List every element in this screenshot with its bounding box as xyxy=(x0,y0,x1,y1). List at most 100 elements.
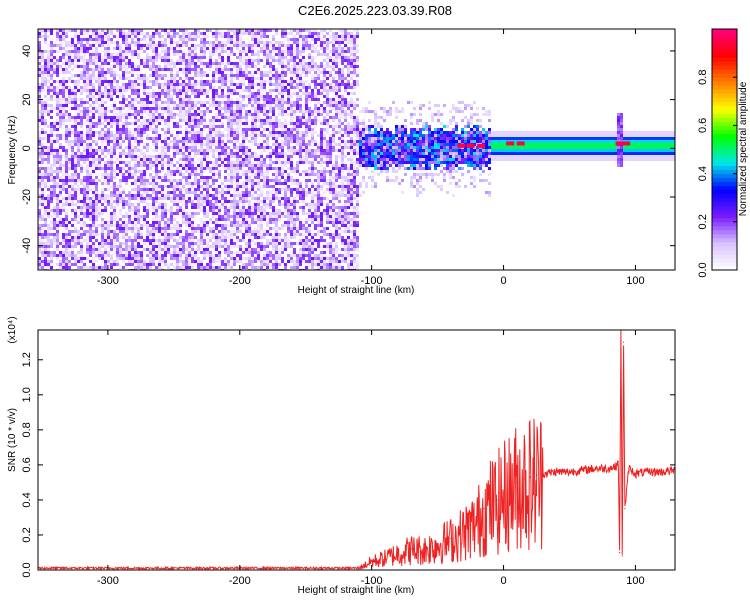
spectrogram-cell xyxy=(182,113,185,116)
spectrogram-cell xyxy=(47,194,50,197)
spectrogram-cell xyxy=(182,92,185,95)
spectrogram-cell xyxy=(221,80,224,83)
spectrogram-cell xyxy=(263,149,266,152)
spectrogram-cell xyxy=(194,236,197,239)
spectrogram-cell xyxy=(62,41,65,44)
spectrogram-cell xyxy=(239,194,242,197)
spectrogram-cell xyxy=(98,53,101,56)
spectrogram-cell xyxy=(266,233,269,236)
spectrogram-cell xyxy=(89,134,92,137)
spectrogram-cell xyxy=(194,56,197,59)
spectrogram-cell xyxy=(260,233,263,236)
spectrogram-cell xyxy=(98,134,101,137)
spectrogram-cell xyxy=(173,29,176,32)
spectrogram-cell xyxy=(92,122,95,125)
spectrogram-cell xyxy=(284,152,287,155)
spectrogram-cell xyxy=(104,161,107,164)
spectrogram-cell xyxy=(173,50,176,53)
spectrogram-cell xyxy=(107,233,110,236)
spectrogram-cell xyxy=(44,89,47,92)
spectrogram-cell xyxy=(56,212,59,215)
spectrogram-cell xyxy=(176,221,179,224)
spectrogram-cell xyxy=(119,209,122,212)
spectrogram-cell xyxy=(224,242,227,245)
spectrogram-cell xyxy=(179,140,182,143)
spectrogram-cell xyxy=(251,65,254,68)
spectrogram-cell xyxy=(137,143,140,146)
spectrogram-cell xyxy=(161,215,164,218)
spectrogram-cell xyxy=(155,74,158,77)
spectrogram-cell xyxy=(134,155,137,158)
spectrogram-cell xyxy=(47,215,50,218)
spectrogram-cell xyxy=(89,173,92,176)
spectrogram-cell xyxy=(197,131,200,134)
spectrogram-cell xyxy=(272,266,275,269)
spectrogram-cell xyxy=(266,116,269,119)
spectrogram-cell xyxy=(89,56,92,59)
spectrogram-cell xyxy=(215,149,218,152)
spectrogram-cell xyxy=(95,41,98,44)
spectrogram-cell xyxy=(188,176,191,179)
spectrogram-cell xyxy=(242,161,245,164)
spectrogram-cell xyxy=(263,200,266,203)
spectrogram-cell xyxy=(155,197,158,200)
spectrogram-cell xyxy=(125,131,128,134)
spectrogram-cell xyxy=(137,38,140,41)
spectrogram-cell xyxy=(251,239,254,242)
spectrogram-cell xyxy=(128,86,131,89)
spectrogram-cell xyxy=(164,179,167,182)
spectrogram-cell xyxy=(149,101,152,104)
spectrogram-cell xyxy=(188,173,191,176)
spectrogram-cell xyxy=(218,128,221,131)
spectrogram-cell xyxy=(146,161,149,164)
spectrogram-cell xyxy=(179,206,182,209)
spectrogram-cell xyxy=(104,71,107,74)
spectrogram-cell xyxy=(143,260,146,263)
spectrogram-cell xyxy=(215,206,218,209)
spectrogram-cell xyxy=(206,95,209,98)
spectrogram-cell xyxy=(254,257,257,260)
spectrogram-cell xyxy=(56,140,59,143)
spectrogram-cell xyxy=(161,191,164,194)
spectrogram-cell xyxy=(185,62,188,65)
spectrogram-cell xyxy=(200,71,203,74)
spectrogram-cell xyxy=(113,41,116,44)
spectrogram-cell xyxy=(179,266,182,269)
spectrogram-cell xyxy=(86,233,89,236)
spectrogram-cell xyxy=(107,56,110,59)
spectrogram-cell xyxy=(254,233,257,236)
spectrogram-cell xyxy=(80,170,83,173)
spectrogram-cell xyxy=(260,206,263,209)
spectrogram-cell xyxy=(236,161,239,164)
spectrogram-cell xyxy=(38,44,41,47)
spectrogram-cell xyxy=(152,176,155,179)
spectrogram-cell xyxy=(269,212,272,215)
spectrogram-cell xyxy=(194,71,197,74)
spectrogram-cell xyxy=(134,146,137,149)
spectrogram-cell xyxy=(167,122,170,125)
spectrogram-cell xyxy=(275,80,278,83)
spectrogram-cell xyxy=(200,248,203,251)
spectrogram-cell xyxy=(275,146,278,149)
spectrogram-cell xyxy=(146,113,149,116)
spectrogram-cell xyxy=(230,47,233,50)
spectrogram-cell xyxy=(161,155,164,158)
spectrogram-cell xyxy=(191,98,194,101)
spectrogram-cell xyxy=(191,86,194,89)
spectrogram-cell xyxy=(164,80,167,83)
spectrogram-cell xyxy=(146,179,149,182)
spectrogram-cell xyxy=(140,245,143,248)
spectrogram-cell xyxy=(182,68,185,71)
spectrogram-cell xyxy=(173,173,176,176)
spectrogram-cell xyxy=(53,161,56,164)
spectrogram-cell xyxy=(143,224,146,227)
spectrogram-cell xyxy=(176,266,179,269)
spectrogram-cell xyxy=(167,164,170,167)
spectrogram-cell xyxy=(164,95,167,98)
spectrogram-cell xyxy=(152,182,155,185)
spectrogram-cell xyxy=(239,155,242,158)
spectrogram-cell xyxy=(140,113,143,116)
spectrogram-cell xyxy=(140,161,143,164)
spectrogram-cell xyxy=(254,29,257,32)
spectrogram-cell xyxy=(59,191,62,194)
